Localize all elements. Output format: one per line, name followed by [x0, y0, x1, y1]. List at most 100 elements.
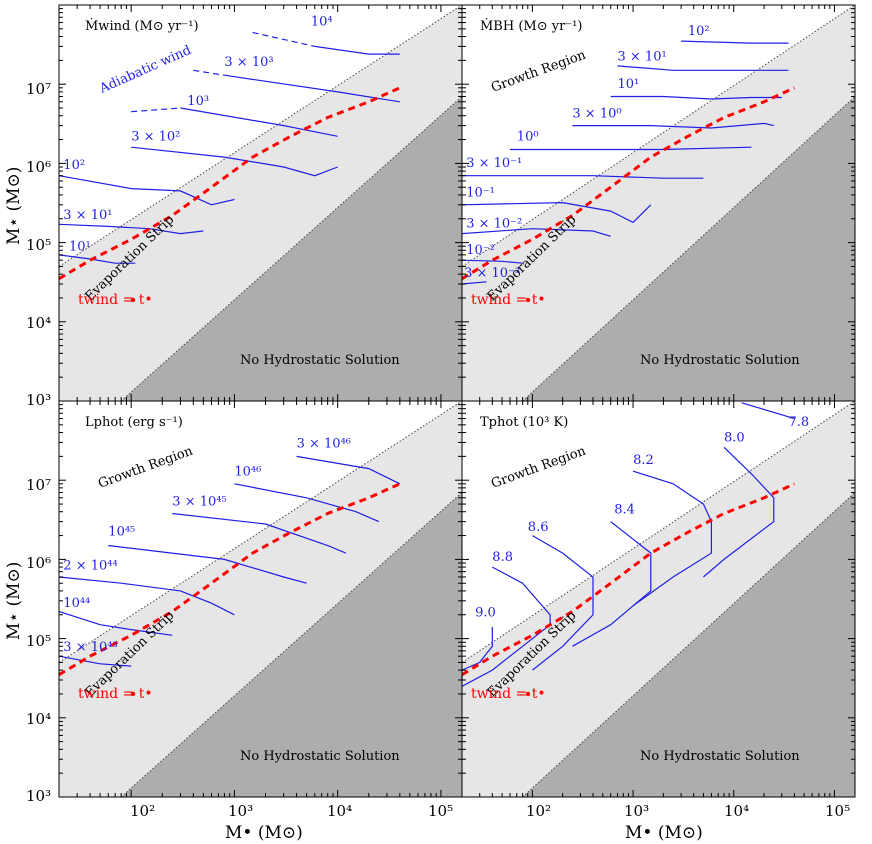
x-axis-title: M• (M⊙): [225, 823, 303, 843]
contour-line: [59, 175, 235, 206]
contour-line: [572, 122, 774, 129]
contour-label: 10²: [63, 158, 85, 173]
contour-label: 3 × 10²: [131, 129, 180, 144]
contour-line: [462, 281, 487, 285]
contour-label: 10¹: [618, 77, 640, 92]
contour-line: [59, 576, 235, 616]
contour-line: [296, 455, 401, 485]
contour-line: [617, 65, 789, 71]
contour-line: [681, 40, 789, 44]
twind-marker: [130, 691, 136, 697]
contour-layer: [462, 40, 789, 285]
contour-line: [572, 521, 652, 647]
twind-curve: [462, 86, 796, 280]
y-tick-label: 10⁶: [26, 554, 51, 572]
strip-lower-edge: [120, 492, 462, 797]
panel-top-left: Ṁwind (M⊙ yr⁻¹) Evaporation Strip No Hyd…: [58, 4, 463, 402]
y-tick-label: 10⁴: [26, 710, 51, 728]
panel-bottom-left: Lphot (erg s⁻¹) Growth Region Evaporatio…: [58, 400, 463, 798]
twind-curve: [462, 482, 796, 676]
no-solution-label: No Hydrostatic Solution: [240, 353, 400, 368]
contour-line: [131, 146, 338, 177]
contour-label: 3 × 10³: [224, 55, 273, 70]
contour-line: [108, 544, 307, 584]
contour-line: [180, 107, 338, 137]
contour-layer: [462, 402, 795, 687]
contour-label: 9.0: [475, 606, 496, 621]
panel-title: Tphot (10³ K): [480, 415, 568, 430]
contour-label: 3 × 10⁴⁵: [172, 494, 226, 509]
y-tick-label: 10⁶: [26, 158, 51, 176]
y-tick-label: 10³: [26, 787, 51, 805]
contour-label: 3 × 10¹: [63, 208, 112, 223]
tick-marks: [58, 4, 462, 402]
x-tick-label: 10²: [526, 802, 551, 820]
strip-upper-edge: [462, 5, 855, 267]
twind-label: twind = t•: [471, 292, 546, 308]
x-tick-labels: 10² 10³ 10⁴ 10⁵ 10² 10³ 10⁴ 10⁵: [130, 802, 850, 820]
contour-line: [462, 627, 493, 680]
contour-label: 3 × 10⁻²: [466, 217, 522, 232]
y-tick-label: 10⁷: [26, 80, 51, 98]
contour-line: [462, 228, 611, 237]
contour-line: [741, 402, 795, 420]
contour-label: 3 × 10⁻³: [464, 266, 520, 281]
no-solution-label: No Hydrostatic Solution: [640, 353, 800, 368]
x-tick-label: 10⁴: [327, 802, 352, 820]
x-axis-title: M• (M⊙): [625, 823, 703, 843]
twind-marker: [525, 297, 531, 303]
contour-line: [172, 512, 347, 554]
contour-line: [462, 259, 523, 264]
panel-title: Lphot (erg s⁻¹): [85, 415, 183, 430]
strip-lower-edge: [120, 96, 462, 401]
y-tick-label: 10⁵: [26, 236, 51, 254]
tick-marks: [58, 400, 462, 798]
y-tick-label: 10⁷: [26, 476, 51, 494]
contour-label: 8.0: [724, 430, 745, 445]
twind-marker: [525, 691, 531, 697]
contour-label: 10⁴⁴: [63, 596, 90, 611]
contour-line: [510, 146, 752, 151]
contour-label: 10³: [187, 94, 209, 109]
contour-label: 8.6: [528, 520, 549, 535]
y-tick-labels: 10³ 10⁴ 10⁵ 10⁶ 10⁷ 10³ 10⁴ 10⁵ 10⁶ 10⁷: [26, 80, 51, 805]
x-tick-label: 10³: [228, 802, 253, 820]
contour-line: [59, 655, 132, 667]
strip-upper-edge: [59, 401, 462, 663]
contour-label: 10⁴: [311, 15, 333, 30]
contour-label: 2 × 10⁴⁴: [63, 558, 117, 573]
panel-title: ṀBH (M⊙ yr⁻¹): [480, 17, 582, 34]
contour-line: [59, 610, 173, 636]
contour-line: [59, 254, 136, 264]
contour-label: 3 × 10⁰: [572, 107, 621, 122]
contour-line: [314, 45, 400, 55]
x-tick-label: 10⁴: [724, 802, 749, 820]
contour-line: [59, 223, 204, 235]
contour-label: 10²: [688, 24, 710, 39]
strip-lower-edge: [522, 96, 855, 401]
y-tick-label: 10⁴: [26, 314, 51, 332]
no-solution-label: No Hydrostatic Solution: [640, 749, 800, 764]
contour-label: 8.2: [633, 453, 654, 468]
contour-line: [252, 31, 315, 47]
twind-label: twind = t•: [78, 292, 153, 308]
strip-upper-edge: [462, 401, 855, 663]
contour-label: 3 × 10⁴³: [63, 640, 117, 655]
contour-line: [610, 95, 782, 100]
y-tick-label: 10³: [26, 391, 51, 409]
contour-line: [224, 74, 400, 103]
y-tick-label: 10⁵: [26, 632, 51, 650]
no-solution-label: No Hydrostatic Solution: [240, 749, 400, 764]
contour-line: [532, 535, 594, 671]
contour-line: [703, 446, 775, 578]
strip-upper-edge: [59, 5, 462, 267]
twind-label: twind = t•: [471, 686, 546, 702]
contour-label: 3 × 10¹: [618, 49, 667, 64]
contour-label: 10⁴⁵: [108, 525, 135, 540]
x-tick-label: 10³: [624, 802, 649, 820]
contour-label: 10⁻²: [466, 243, 495, 258]
tick-marks: [461, 4, 855, 402]
y-axis-title: M⋆ (M⊙): [4, 167, 24, 245]
panel-bottom-right: Tphot (10³ K) Growth Region Evaporation …: [461, 400, 856, 798]
